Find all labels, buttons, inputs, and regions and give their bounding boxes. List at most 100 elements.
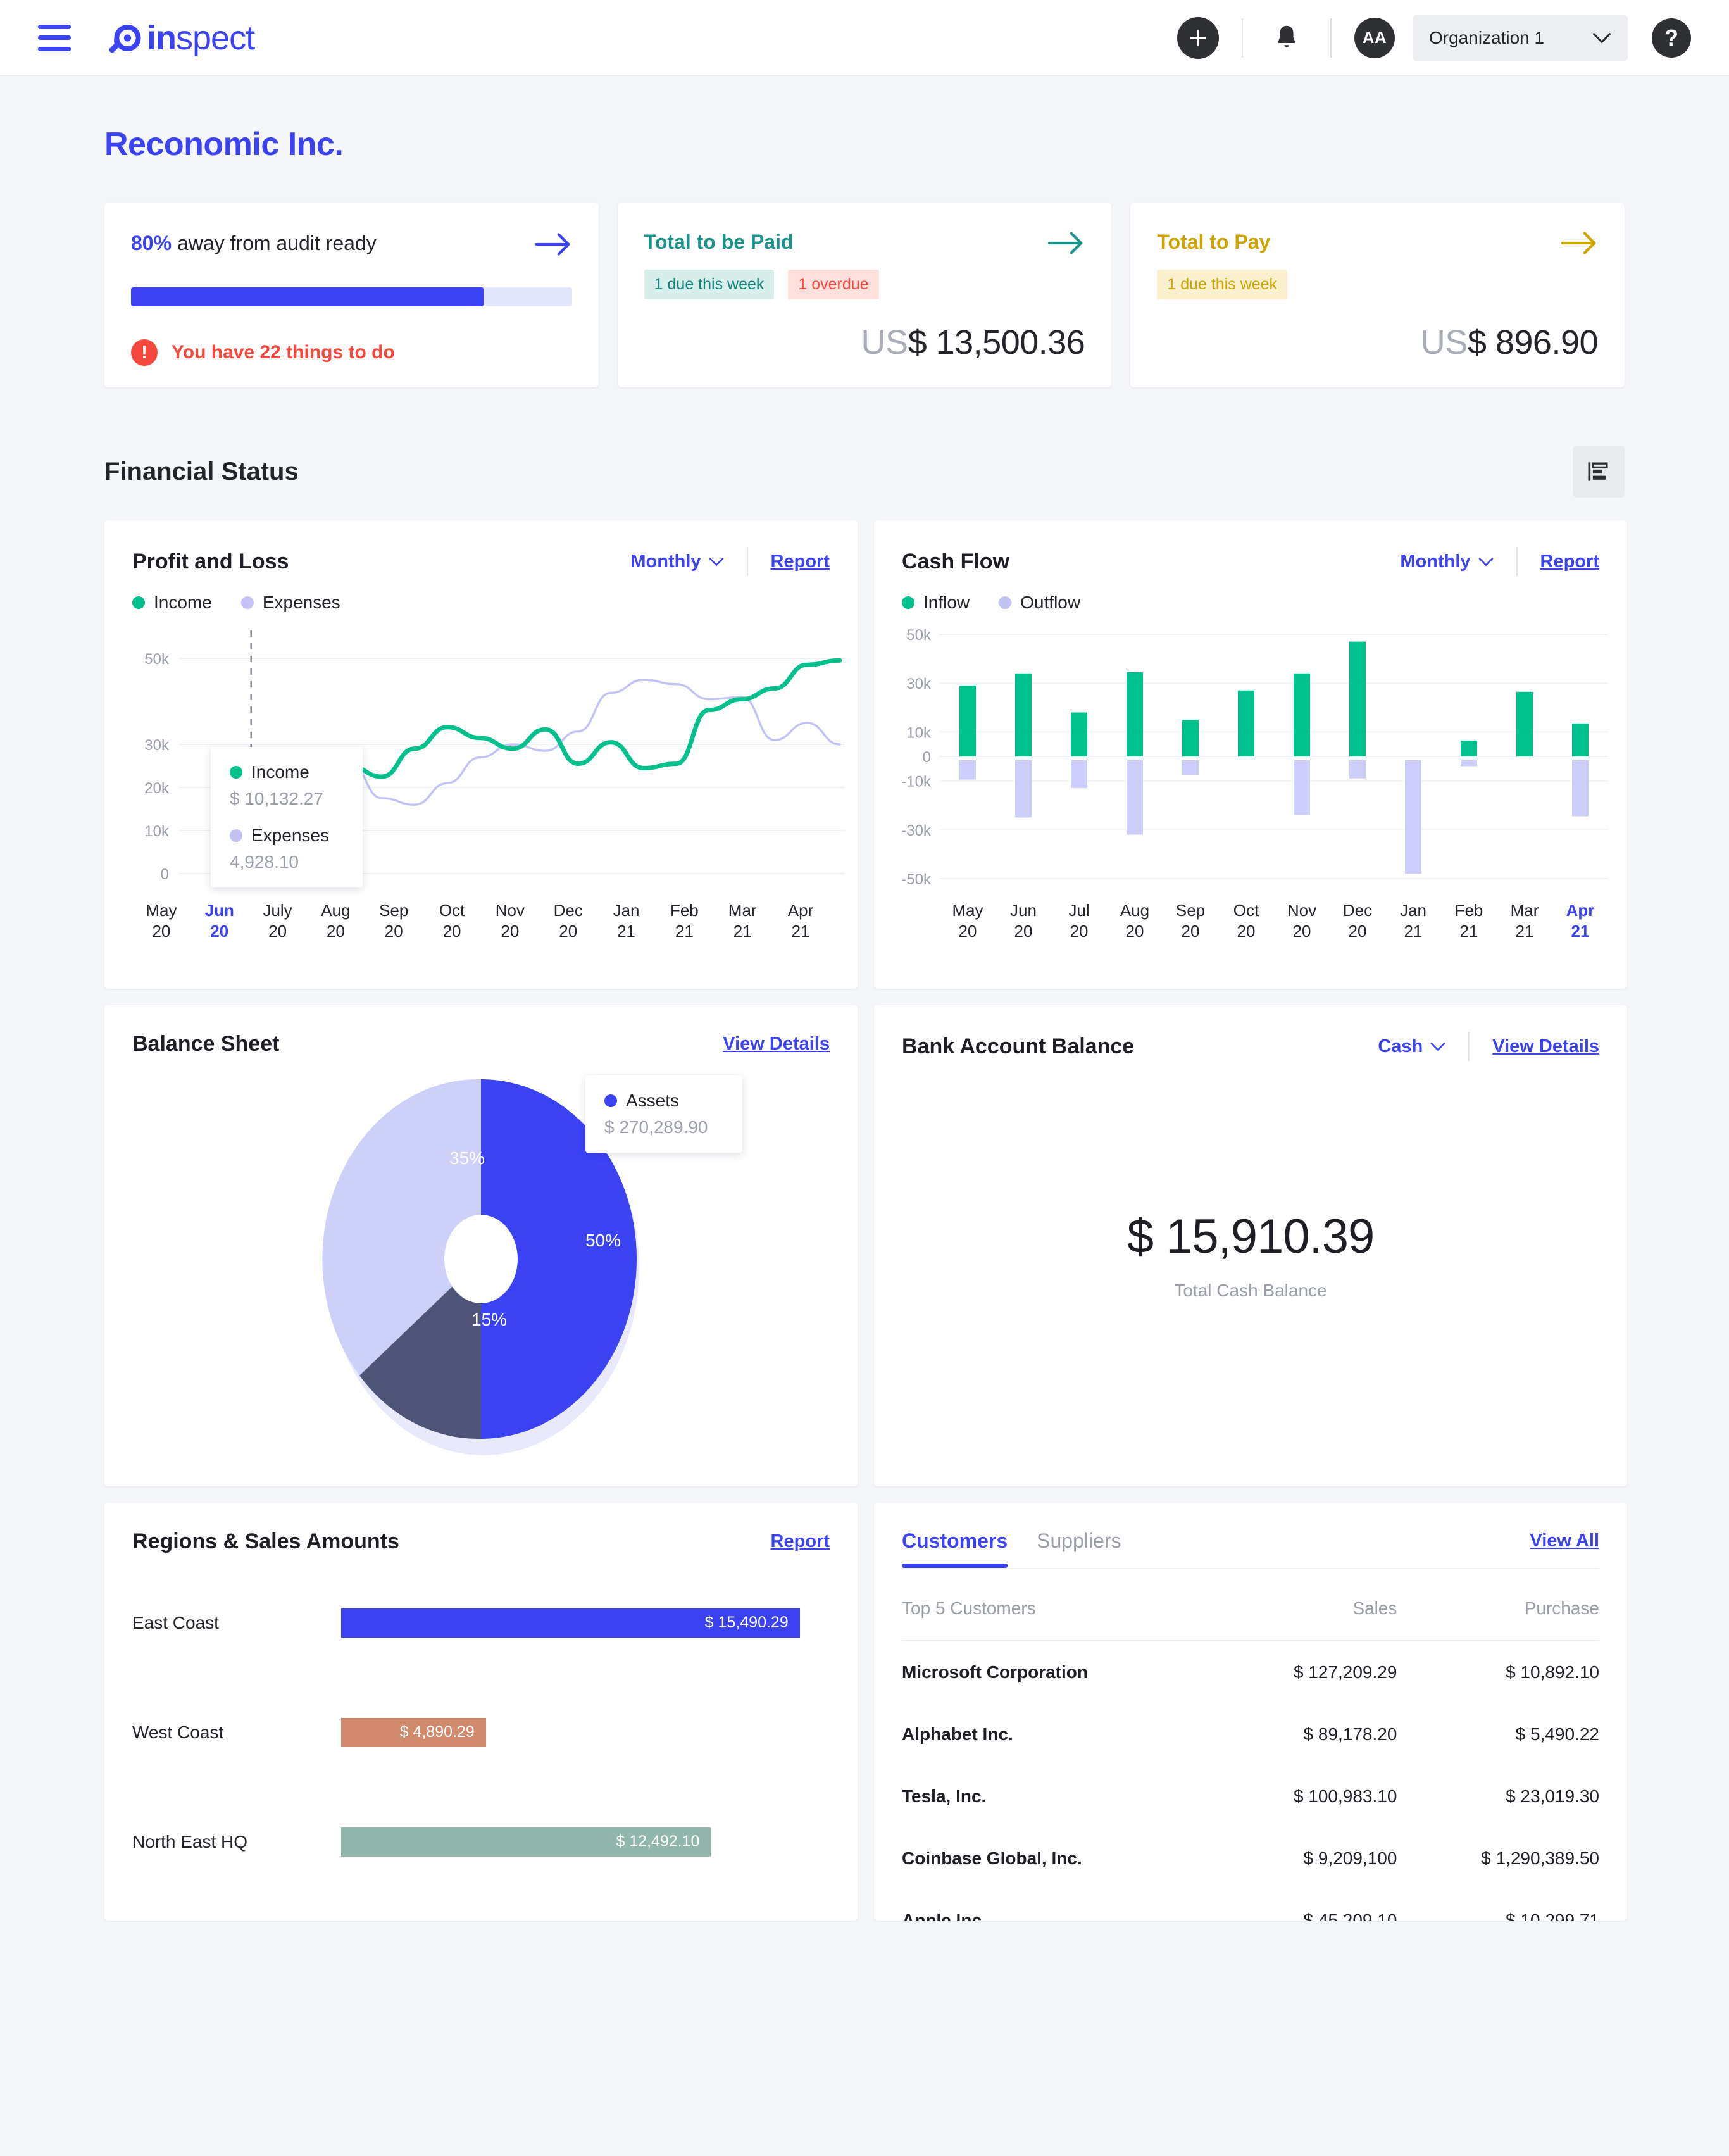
bank-account-type-label: Cash <box>1378 1036 1423 1056</box>
cell-purchase: $ 5,490.22 <box>1515 1724 1599 1744</box>
todo-alert[interactable]: ! You have 22 things to do <box>131 339 572 366</box>
payable-header: Total to Pay <box>1157 230 1598 256</box>
bank-balance-subtitle: Total Cash Balance <box>1174 1280 1327 1300</box>
arrow-right-icon[interactable] <box>1561 230 1598 256</box>
cf-header: Cash Flow Monthly Report <box>874 520 1627 576</box>
legend-dot-outflow <box>999 596 1012 609</box>
cell-purchase: $ 10,892.10 <box>1506 1662 1599 1682</box>
tooltip-value-income: $ 10,132.27 <box>230 789 323 808</box>
cell-sales: $ 127,209.29 <box>1293 1662 1397 1682</box>
pl-chart[interactable]: 0 10k 20k 30k 50k Income $ 10,132.27 Expense… <box>104 625 858 891</box>
cell-sales: $ 45,209.10 <box>1303 1910 1397 1921</box>
status-badge-overdue: 1 overdue <box>788 270 879 299</box>
cell-purchase: $ 1,290,389.50 <box>1481 1848 1599 1868</box>
arrow-right-icon[interactable] <box>1048 230 1085 256</box>
x-axis-label: Mar 21 <box>713 900 771 941</box>
cf-report-link[interactable]: Report <box>1540 551 1599 572</box>
regions-title: Regions & Sales Amounts <box>132 1529 399 1553</box>
hamburger-icon[interactable] <box>38 24 71 51</box>
cf-chart-svg: -50k -30k -10k 0 10k 30k 50k <box>901 627 1608 888</box>
region-row[interactable]: West Coast $ 4,890.29 <box>132 1699 830 1765</box>
x-axis-label: Aug 20 <box>306 900 365 941</box>
table-row[interactable]: Microsoft Corporation $ 127,209.29 $ 10,89… <box>902 1641 1599 1703</box>
status-badge-due: 1 due this week <box>1157 270 1288 299</box>
svg-text:-30k: -30k <box>901 822 932 839</box>
region-row[interactable]: East Coast $ 15,490.29 <box>132 1589 830 1656</box>
regions-report-link[interactable]: Report <box>770 1531 830 1551</box>
page-title: Reconomic Inc. <box>104 126 344 163</box>
bank-view-details-link[interactable]: View Details <box>1492 1036 1599 1056</box>
tab-customers[interactable]: Customers <box>902 1529 1008 1568</box>
x-axis-month: Jan <box>1400 901 1426 920</box>
svg-text:0: 0 <box>923 749 931 766</box>
payable-title: Total to Pay <box>1157 230 1271 253</box>
tooltip-dot-income <box>230 766 242 779</box>
x-axis-month: Nov <box>495 901 525 920</box>
x-axis-month: May <box>146 901 177 920</box>
bar-chart-icon[interactable] <box>1573 446 1625 498</box>
tooltip-label-income: Income <box>251 762 309 782</box>
pl-legend: Income Expenses <box>104 576 858 613</box>
svg-text:-10k: -10k <box>901 774 932 791</box>
balance-sheet-donut[interactable]: 50% 35% 15% Assets $ 270,289.90 <box>104 1056 858 1474</box>
payable-badges: 1 due this week <box>1157 270 1598 299</box>
x-axis-year: 21 <box>1515 921 1534 941</box>
table-row[interactable]: Coinbase Global, Inc. $ 9,209,100 $ 1,290,… <box>902 1827 1599 1890</box>
cell-sales: $ 100,983.10 <box>1293 1786 1397 1806</box>
x-axis-month: Sep <box>379 901 409 920</box>
legend-dot-income <box>132 596 145 609</box>
receivable-title: Total to be Paid <box>644 230 794 253</box>
table-row[interactable]: Tesla, Inc. $ 100,983.10 $ 23,019.30 <box>902 1765 1599 1827</box>
pl-actions: Monthly Report <box>630 547 830 576</box>
bank-actions: Cash View Details <box>1378 1032 1599 1061</box>
x-axis-label: Jan 21 <box>1385 900 1441 941</box>
svg-text:10k: 10k <box>144 823 170 840</box>
x-axis-year: 20 <box>1070 921 1089 941</box>
region-value-label: $ 15,490.29 <box>704 1614 789 1631</box>
x-axis-month: Mar <box>728 901 757 920</box>
bs-title: Balance Sheet <box>132 1032 280 1056</box>
help-icon[interactable]: ? <box>1652 18 1691 58</box>
table-row[interactable]: Alphabet Inc. $ 89,178.20 $ 5,490.22 <box>902 1703 1599 1765</box>
customers-table: Top 5 Customers Sales Purchase Microsoft… <box>874 1569 1627 1921</box>
audit-readiness-card[interactable]: 80% away from audit ready ! You have 22 … <box>104 203 599 387</box>
cf-period-dropdown[interactable]: Monthly <box>1400 551 1493 572</box>
status-badge-due: 1 due this week <box>644 270 775 299</box>
pl-period-label: Monthly <box>630 551 701 572</box>
x-axis-year: 20 <box>442 921 461 941</box>
x-axis-month: Aug <box>1120 901 1150 920</box>
total-to-pay-card[interactable]: Total to Pay 1 due this week US$ 896.90 <box>1130 203 1625 387</box>
avatar[interactable]: AA <box>1354 17 1395 58</box>
cash-flow-panel: Cash Flow Monthly Report Inflow Outflow <box>874 520 1627 989</box>
x-axis-label: May 20 <box>940 900 996 941</box>
tooltip-label-assets: Assets <box>626 1091 680 1110</box>
regions-sales-panel: Regions & Sales Amounts Report East Coas… <box>104 1503 858 1921</box>
total-to-be-paid-card[interactable]: Total to be Paid 1 due this week 1 overd… <box>617 203 1112 387</box>
organization-selector[interactable]: Organization 1 <box>1413 15 1628 61</box>
bank-account-type-dropdown[interactable]: Cash <box>1378 1036 1445 1057</box>
cf-chart[interactable]: -50k -30k -10k 0 10k 30k 50k <box>874 625 1627 891</box>
pl-period-dropdown[interactable]: Monthly <box>630 551 723 572</box>
table-row[interactable]: Apple Inc. $ 45,209.10 $ 10,299.71 <box>902 1890 1599 1921</box>
cell-sales: $ 89,178.20 <box>1303 1724 1397 1744</box>
x-axis-year: 20 <box>384 921 403 941</box>
tab-suppliers[interactable]: Suppliers <box>1037 1529 1121 1552</box>
cell-customer-name: Coinbase Global, Inc. <box>902 1848 1082 1868</box>
region-row[interactable]: South Pole$ 6,201.20 <box>132 1918 830 1921</box>
balance-sheet-panel: Balance Sheet View Details 50% 35% 15% <box>104 1005 858 1486</box>
plus-icon[interactable] <box>1177 16 1219 59</box>
summary-cards-row: 80% away from audit ready ! You have 22 … <box>104 203 1625 387</box>
customers-view-all-link[interactable]: View All <box>1530 1531 1599 1551</box>
region-value-label: $ 4,890.29 <box>399 1723 475 1741</box>
region-row[interactable]: North East HQ $ 12,492.10 <box>132 1808 830 1875</box>
bs-view-details-link[interactable]: View Details <box>723 1034 830 1054</box>
cf-divider <box>1516 547 1518 576</box>
pl-report-link[interactable]: Report <box>770 551 830 572</box>
app-logo[interactable]: inspect <box>108 20 255 56</box>
arrow-right-icon[interactable] <box>535 232 572 257</box>
x-axis-label: Jan 21 <box>597 900 656 941</box>
x-axis-year: 21 <box>733 921 752 941</box>
financial-panels-grid: Profit and Loss Monthly Report Income Ex… <box>104 520 1627 1921</box>
bell-icon[interactable] <box>1266 17 1308 59</box>
column-header-purchase: Purchase <box>1524 1598 1599 1618</box>
